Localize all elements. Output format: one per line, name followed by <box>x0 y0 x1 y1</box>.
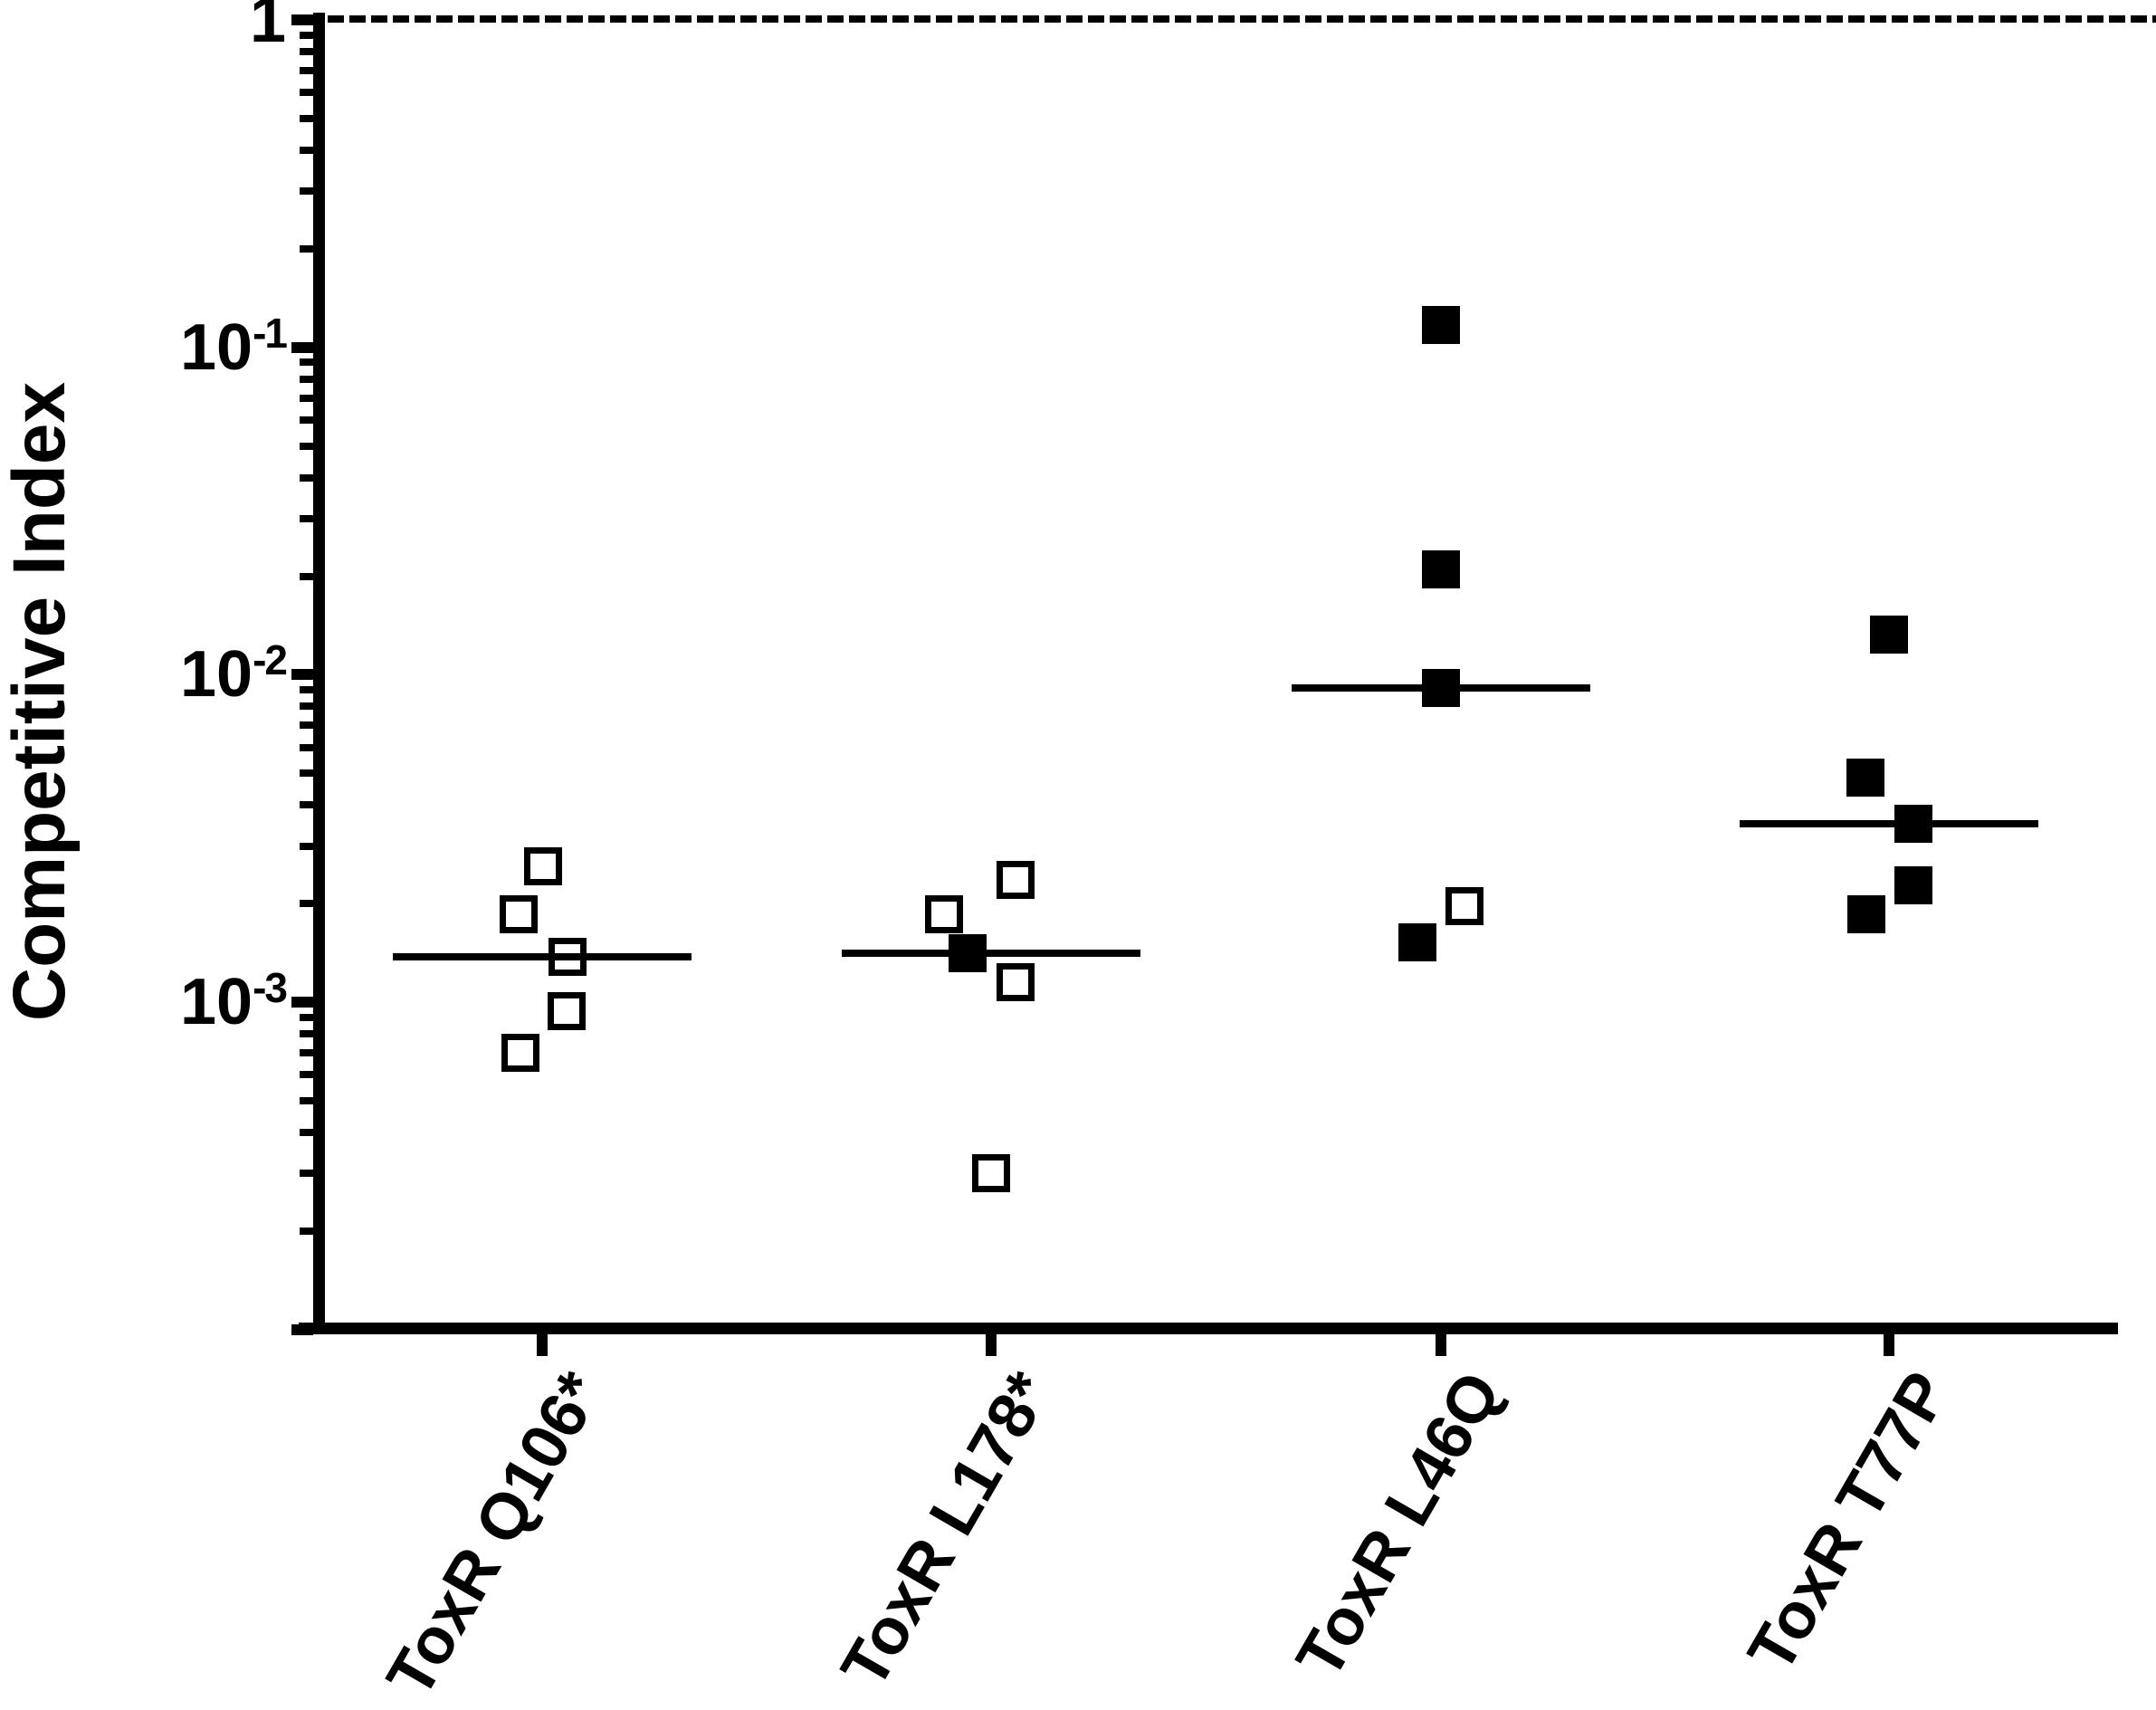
y-minor-tick <box>300 48 313 56</box>
data-point-filled-square <box>1846 759 1884 798</box>
data-point-open-square <box>1445 886 1483 925</box>
x-category-label: ToxR T77P <box>1734 1360 1964 1685</box>
reference-line-dashed <box>328 15 2156 23</box>
y-minor-tick <box>300 187 313 196</box>
y-major-tick <box>291 341 313 353</box>
y-tick-label: 10-3 <box>0 964 288 1039</box>
data-point-filled-square <box>1894 805 1932 844</box>
data-point-filled-square <box>1847 895 1885 934</box>
y-minor-tick <box>300 572 313 580</box>
data-point-filled-square <box>1870 615 1908 654</box>
data-point-filled-square <box>949 934 987 973</box>
y-minor-tick <box>300 702 313 711</box>
data-point-filled-square <box>1894 866 1932 905</box>
y-tick-label: 1 <box>249 0 286 56</box>
y-tick-label-base: 10 <box>180 310 253 384</box>
x-category-tick <box>1884 1334 1894 1356</box>
y-major-tick <box>291 997 313 1008</box>
y-minor-tick <box>300 442 313 450</box>
y-tick-label: 10-2 <box>0 636 288 712</box>
y-minor-tick <box>300 114 313 122</box>
y-minor-tick <box>300 1227 313 1235</box>
y-minor-tick <box>300 394 313 402</box>
data-point-open-square <box>925 895 963 934</box>
data-point-filled-square <box>1398 923 1436 962</box>
y-major-tick <box>291 669 313 681</box>
y-minor-tick <box>300 769 313 778</box>
data-point-filled-square <box>1422 549 1460 588</box>
median-line <box>842 950 1140 958</box>
y-minor-tick <box>300 1071 313 1079</box>
y-minor-tick <box>300 416 313 424</box>
y-minor-tick <box>300 743 313 751</box>
median-line <box>393 952 692 960</box>
y-minor-tick <box>300 358 313 367</box>
y-minor-tick <box>300 900 313 908</box>
x-category-tick <box>1436 1334 1446 1356</box>
y-minor-tick <box>300 375 313 383</box>
y-tick-label-exponent: -2 <box>253 636 288 684</box>
x-category-label: ToxR Q106* <box>373 1360 617 1709</box>
data-point-open-square <box>549 937 587 976</box>
data-point-open-square <box>972 1154 1010 1193</box>
y-tick-label: 10-1 <box>0 309 288 384</box>
y-minor-tick <box>300 67 313 75</box>
data-point-open-square <box>524 847 562 885</box>
y-axis-line <box>313 13 325 1334</box>
x-category-tick <box>537 1334 548 1356</box>
y-tick-label-base: 10 <box>180 966 253 1039</box>
y-major-tick <box>291 1323 313 1335</box>
y-minor-tick <box>300 89 313 97</box>
median-line <box>1740 820 2038 828</box>
y-minor-tick <box>300 244 313 253</box>
y-minor-tick <box>300 1013 313 1021</box>
y-tick-label-exponent: -3 <box>253 964 288 1012</box>
data-point-filled-square <box>1422 669 1460 708</box>
y-tick-label-exponent: -1 <box>253 309 288 357</box>
data-point-open-square <box>997 861 1035 900</box>
y-major-tick <box>291 14 313 25</box>
data-point-open-square <box>501 1034 539 1073</box>
y-minor-tick <box>300 721 313 730</box>
x-category-label: ToxR L46Q <box>1283 1360 1516 1691</box>
y-minor-tick <box>300 801 313 809</box>
y-minor-tick <box>300 1129 313 1137</box>
data-point-open-square <box>500 895 538 934</box>
y-minor-tick <box>300 514 313 522</box>
y-minor-tick <box>300 842 313 850</box>
y-minor-tick <box>300 685 313 693</box>
y-minor-tick <box>300 146 313 154</box>
y-minor-tick <box>300 1170 313 1178</box>
y-minor-tick <box>300 473 313 482</box>
y-minor-tick <box>300 1049 313 1057</box>
data-point-filled-square <box>1422 306 1460 345</box>
y-minor-tick <box>300 31 313 39</box>
data-point-open-square <box>997 963 1035 1002</box>
y-minor-tick <box>300 1030 313 1038</box>
x-axis-line <box>299 1323 2118 1334</box>
data-point-open-square <box>548 991 586 1030</box>
x-category-label: ToxR L178* <box>827 1360 1066 1700</box>
y-tick-label-base: 10 <box>180 638 253 712</box>
y-minor-tick <box>300 1096 313 1104</box>
x-category-tick <box>986 1334 997 1356</box>
